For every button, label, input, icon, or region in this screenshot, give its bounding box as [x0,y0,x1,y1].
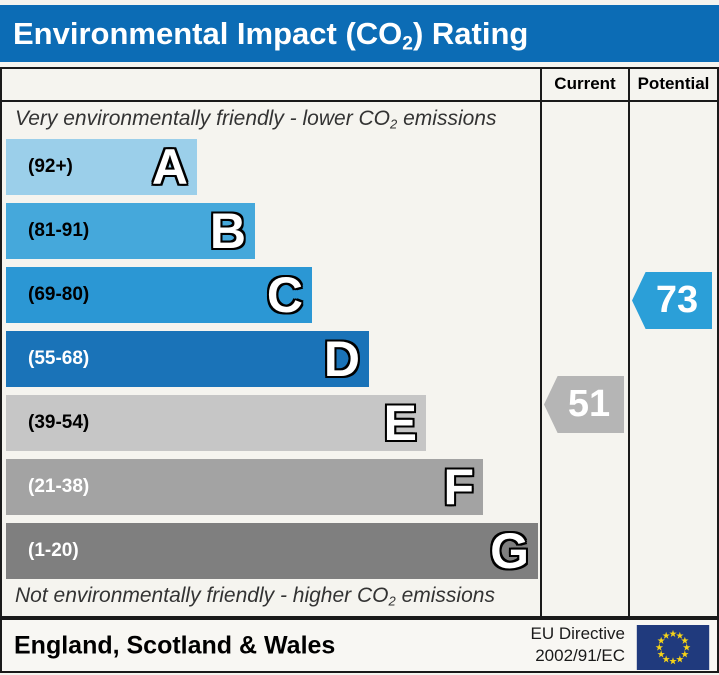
eu-directive-line2: 2002/91/EC [535,646,625,666]
current-column-header: Current [554,74,616,93]
band-e: (39-54) E [6,395,426,451]
band-g: (1-20) G [6,523,538,579]
band-d: (55-68) D [6,331,369,387]
current-rating-arrow: 51 [544,376,624,433]
potential-column-header: Potential [637,74,710,93]
band-f-letter: F [443,459,474,515]
band-d-range-label: (55-68) [28,348,90,369]
eu-directive-label: EU Directive 2002/91/EC [531,623,625,669]
current-column-divider [540,69,542,616]
band-a: (92+) A [6,139,197,195]
band-f-range-label: (21-38) [28,476,90,497]
header-row-divider [2,100,717,102]
page-title: Environmental Impact (CO2) Rating [13,15,529,54]
band-e-range-label: (39-54) [28,412,90,433]
eu-flag-icon [636,625,710,670]
potential-rating-arrow: 73 [632,272,712,329]
rating-table: Current Potential Very environmentally f… [0,67,719,618]
band-c: (69-80) C [6,267,312,323]
eu-directive-line1: EU Directive [530,623,625,643]
band-b: (81-91) B [6,203,255,259]
band-b-range-label: (81-91) [28,220,90,241]
band-g-letter: G [490,523,529,579]
band-e-letter: E [383,395,417,451]
potential-column-divider [628,69,630,616]
footer: England, Scotland & Wales EU Directive 2… [0,618,719,673]
band-a-letter: A [151,139,188,195]
region-label: England, Scotland & Wales [14,631,336,659]
current-rating-value: 51 [567,383,611,425]
band-f: (21-38) F [6,459,483,515]
band-g-range-label: (1-20) [28,540,79,561]
band-b-letter: B [209,203,246,259]
title-bar: Environmental Impact (CO2) Rating [0,5,719,62]
potential-rating-value: 73 [655,279,699,321]
bottom-note: Not environmentally friendly - higher CO… [15,584,495,609]
band-c-letter: C [266,267,303,323]
band-c-range-label: (69-80) [28,284,90,305]
band-a-range-label: (92+) [28,156,73,177]
band-d-letter: D [323,331,360,387]
top-note: Very environmentally friendly - lower CO… [15,107,497,132]
